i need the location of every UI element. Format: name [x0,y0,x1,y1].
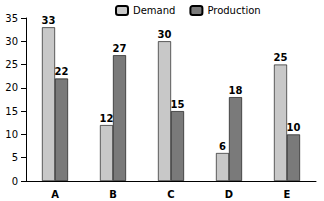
svg-text:D: D [225,189,233,200]
svg-text:10: 10 [5,129,18,140]
svg-text:30: 30 [5,36,18,47]
svg-text:15: 15 [171,99,185,110]
svg-text:25: 25 [5,59,18,70]
svg-text:15: 15 [5,106,18,117]
svg-text:6: 6 [219,141,226,152]
svg-text:25: 25 [274,52,288,63]
svg-text:C: C [167,189,174,200]
svg-text:18: 18 [229,85,243,96]
svg-text:20: 20 [5,82,18,93]
svg-text:0: 0 [12,176,18,187]
svg-text:30: 30 [158,29,172,40]
svg-text:B: B [109,189,117,200]
svg-text:27: 27 [113,43,127,54]
svg-text:5: 5 [12,152,18,163]
svg-text:E: E [284,189,291,200]
svg-text:22: 22 [55,66,69,77]
svg-text:Production: Production [207,5,260,16]
svg-text:35: 35 [5,13,18,24]
svg-text:10: 10 [287,122,301,133]
svg-text:33: 33 [42,15,56,26]
svg-text:Demand: Demand [133,5,175,16]
svg-text:A: A [51,189,59,200]
svg-text:12: 12 [100,113,114,124]
